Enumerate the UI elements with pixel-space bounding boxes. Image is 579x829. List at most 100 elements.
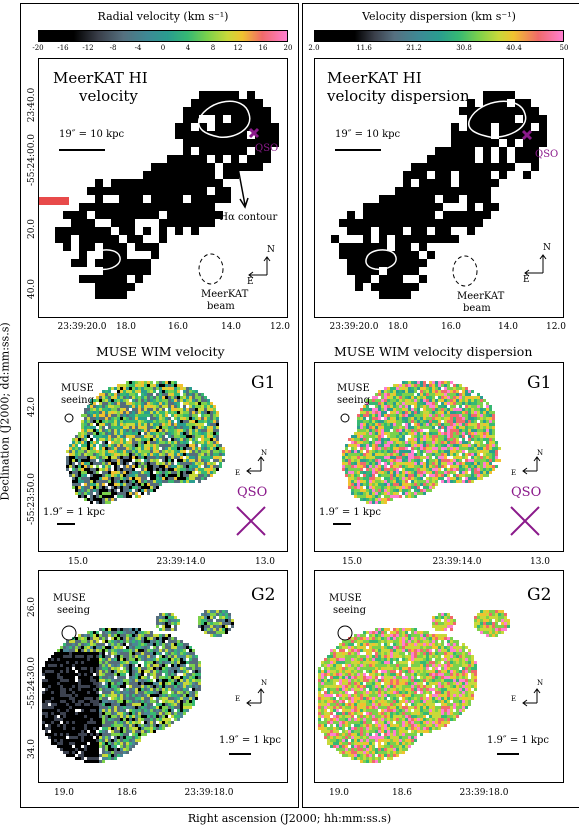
muse-seeing-circle xyxy=(64,413,74,423)
hi-dispersion-beam-line1: MeerKAT xyxy=(457,291,505,302)
g2-velocity-scale-bar xyxy=(229,753,251,755)
hi-vel-xtick: 14.0 xyxy=(220,322,242,332)
hi-disp-xtick: 14.0 xyxy=(497,322,519,332)
muse-dispersion-title: MUSE WIM velocity dispersion xyxy=(334,344,533,359)
right-column-frame xyxy=(302,3,579,808)
compass-east-head xyxy=(522,699,528,707)
qso-marker xyxy=(236,506,266,536)
compass-north-head xyxy=(533,688,541,694)
qso-marker xyxy=(510,506,540,536)
hi-vel-ytick: 40.0 xyxy=(27,278,37,300)
g1-velocity-label: G1 xyxy=(251,373,276,393)
hi-vel-xtick: 12.0 xyxy=(269,322,291,332)
compass-north-label: N xyxy=(537,449,544,457)
g1-velocity-scale-label: 1.9″ = 1 kpc xyxy=(43,507,105,518)
g2-dispersion-label: G2 xyxy=(527,585,552,605)
g1-disp-xtick: 23:39:14.0 xyxy=(432,557,482,567)
g2-disp-xtick: 23:39:18.0 xyxy=(459,788,509,798)
hi-dispersion-map xyxy=(331,91,547,299)
dispersion-tick: 11.6 xyxy=(356,44,372,52)
compass-north-label: N xyxy=(267,245,275,255)
g2-velocity-seeing-line1: MUSE xyxy=(53,593,86,604)
g2-velocity-scale-label: 1.9″ = 1 kpc xyxy=(219,735,281,746)
hi-velocity-title-line2: velocity xyxy=(79,87,138,105)
velocity-tick: 16 xyxy=(258,44,268,52)
velocity-tick: -8 xyxy=(109,44,117,52)
g1-vel-xtick: 13.0 xyxy=(254,557,276,567)
dispersion-tick: 50 xyxy=(559,44,569,52)
hi-disp-xtick: 23:39:20.0 xyxy=(329,322,379,332)
g1-dispersion-map xyxy=(340,381,541,536)
g1-dispersion-scale-label: 1.9″ = 1 kpc xyxy=(319,507,381,518)
velocity-tick: 12 xyxy=(233,44,243,52)
g2-dispersion-seeing-line2: seeing xyxy=(333,605,367,616)
hi-dispersion-scale-bar xyxy=(335,149,381,151)
g1-disp-xtick: 13.0 xyxy=(529,557,551,567)
hi-dispersion-title-line1: MeerKAT HI xyxy=(327,69,422,87)
g2-dispersion-seeing-line1: MUSE xyxy=(329,593,362,604)
hi-velocity-panel: MeerKAT HI velocity 19″ = 10 kpc QSO 3σ … xyxy=(38,58,288,318)
g1-dispersion-label: G1 xyxy=(527,373,552,393)
hi-velocity-red-strip xyxy=(39,197,69,205)
hi-velocity-beam-line2: beam xyxy=(207,301,235,312)
hi-disp-xtick: 12.0 xyxy=(545,322,567,332)
velocity-tick: -20 xyxy=(32,44,44,52)
g2-vel-ytick: 26.0 xyxy=(27,596,37,618)
g2-velocity-seeing-line2: seeing xyxy=(57,605,91,616)
g2-vel-xtick: 18.6 xyxy=(116,788,138,798)
hi-velocity-qso-label: QSO xyxy=(255,143,279,154)
velocity-tick: 20 xyxy=(283,44,293,52)
hi-dispersion-title-line2: velocity dispersion xyxy=(327,87,470,105)
g2-dispersion-scale-bar xyxy=(497,753,519,755)
g1-velocity-qso-label: QSO xyxy=(237,485,268,500)
dispersion-colorbar-title: Velocity dispersion (km s⁻¹) xyxy=(362,10,516,23)
g1-dispersion-seeing-line2: seeing xyxy=(337,395,371,406)
g1-dispersion-scale-bar xyxy=(333,523,351,525)
muse-velocity-title: MUSE WIM velocity xyxy=(96,344,225,359)
g2-vel-xtick: 23:39:18.0 xyxy=(184,788,234,798)
hi-velocity-pixels xyxy=(55,91,279,299)
compass-east-label: E xyxy=(511,469,517,477)
muse-seeing-circle xyxy=(337,625,353,641)
compass-north-label: N xyxy=(543,243,551,253)
dispersion-tick: 21.2 xyxy=(406,44,422,52)
left-column-frame xyxy=(20,3,299,808)
annotation-arrow xyxy=(232,140,246,206)
velocity-tick: -16 xyxy=(57,44,69,52)
compass-north-label: N xyxy=(261,679,268,687)
halpha-contour xyxy=(468,100,527,138)
g2-vel-xtick: 19.0 xyxy=(53,788,75,798)
g1-velocity-seeing-line2: seeing xyxy=(61,395,95,406)
velocity-tick: 4 xyxy=(185,44,191,52)
g2-disp-xtick: 18.6 xyxy=(391,788,413,798)
hi-disp-xtick: 18.0 xyxy=(387,322,409,332)
hi-disp-xtick: 16.0 xyxy=(440,322,462,332)
g1-velocity-map xyxy=(64,381,266,536)
g2-dispersion-pixels xyxy=(318,610,510,763)
compass-north-head xyxy=(533,456,541,462)
hi-dispersion-panel: MeerKAT HI velocity dispersion 19″ = 10 … xyxy=(314,58,564,318)
compass-north-head xyxy=(257,688,265,694)
compass-east-head xyxy=(524,269,530,277)
velocity-tick: -4 xyxy=(134,44,142,52)
velocity-tick: -12 xyxy=(82,44,94,52)
muse-seeing-circle xyxy=(61,625,77,641)
g2-velocity-pixels xyxy=(42,610,234,763)
annotation-arrowhead xyxy=(239,197,249,209)
hi-dispersion-beam-line2: beam xyxy=(463,303,491,314)
compass-north-head xyxy=(257,456,265,462)
compass-east-label: E xyxy=(511,695,517,703)
compass-north-head xyxy=(539,254,547,260)
g1-velocity-pixels xyxy=(66,381,225,504)
compass-east-head xyxy=(522,467,528,475)
dispersion-colorbar xyxy=(314,30,564,42)
compass-east-label: E xyxy=(235,695,241,703)
compass-north-head xyxy=(263,256,271,262)
g2-disp-xtick: 19.0 xyxy=(328,788,350,798)
hi-velocity-scale-label: 19″ = 10 kpc xyxy=(59,129,125,140)
x-axis-label: Right ascension (J2000; hh:mm:ss.s) xyxy=(187,812,392,825)
velocity-colorbar-ticks: -20 -16 -12 -8 -4 0 4 8 12 16 20 xyxy=(32,44,292,54)
hi-velocity-title-line1: MeerKAT HI xyxy=(53,69,148,87)
g1-disp-xtick: 15.0 xyxy=(341,557,363,567)
g2-velocity-map xyxy=(42,610,265,763)
